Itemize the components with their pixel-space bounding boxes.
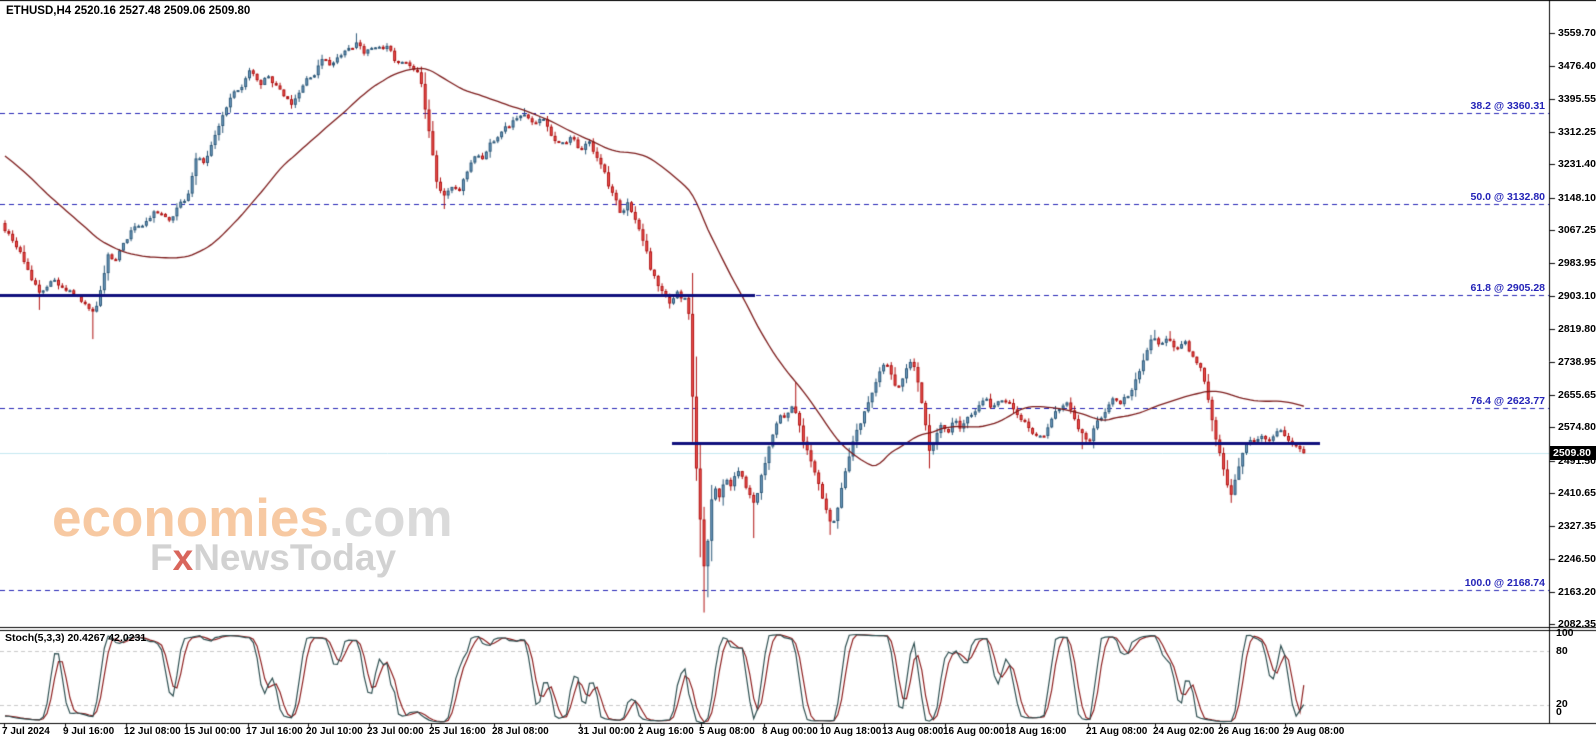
stoch-scale-label: 0 [1556,706,1562,718]
time-axis-label: 8 Aug 00:00 [762,726,818,737]
stoch-name: Stoch(5,3,3) [5,632,65,644]
time-axis-label: 12 Jul 08:00 [124,726,181,737]
fib-level-label: 76.4 @ 2623.77 [1470,394,1545,407]
time-axis-label: 25 Jul 16:00 [429,726,486,737]
fib-level-label: 100.0 @ 2168.74 [1464,576,1545,589]
price-axis-label: 2983.95 [1558,257,1596,270]
price-axis-label: 2327.35 [1558,520,1596,533]
price-axis-label: 3231.40 [1558,158,1596,171]
stoch-scale-label: 100 [1556,627,1574,639]
time-axis-label: 26 Aug 16:00 [1218,726,1280,737]
time-axis-label: 23 Jul 00:00 [367,726,424,737]
time-axis-label: 2 Aug 16:00 [638,726,694,737]
time-axis-label: 13 Aug 08:00 [882,726,944,737]
time-axis-label: 21 Aug 08:00 [1086,726,1148,737]
price-axis-label: 2082.35 [1558,618,1596,631]
fib-level-label: 61.8 @ 2905.28 [1470,281,1545,294]
price-axis-label: 3312.25 [1558,126,1596,139]
price-axis-label: 3148.10 [1558,191,1596,204]
time-axis-label: 24 Aug 02:00 [1153,726,1215,737]
time-axis-label: 15 Jul 00:00 [184,726,241,737]
time-axis-label: 16 Aug 00:00 [943,726,1005,737]
price-axis-label: 2410.65 [1558,486,1596,499]
time-axis-label: 17 Jul 16:00 [246,726,303,737]
time-axis-label: 28 Jul 08:00 [492,726,549,737]
stoch-values: 20.4267 42.0231 [67,632,147,644]
price-axis-label: 2574.80 [1558,421,1596,434]
price-axis-label: 2655.65 [1558,388,1596,401]
time-axis-label: 10 Aug 18:00 [820,726,882,737]
time-axis-label: 5 Aug 08:00 [699,726,755,737]
chart-title: ETHUSD,H4 2520.16 2527.48 2509.06 2509.8… [6,5,251,17]
time-axis-label: 9 Jul 16:00 [63,726,115,737]
time-axis-label: 7 Jul 2024 [2,726,50,737]
stoch-indicator-label: Stoch(5,3,3) 20.4267 42.0231 [5,632,146,644]
time-axis-label: 29 Aug 08:00 [1283,726,1345,737]
time-axis-label: 18 Aug 16:00 [1005,726,1067,737]
price-axis-label: 3395.55 [1558,92,1596,105]
price-axis-label: 2903.10 [1558,289,1596,302]
fib-level-label: 38.2 @ 3360.31 [1470,99,1545,112]
price-axis-label: 2819.80 [1558,323,1596,336]
stoch-scale-label: 20 [1556,698,1568,710]
time-axis-label: 20 Jul 10:00 [306,726,363,737]
price-axis-label: 3559.70 [1558,27,1596,39]
time-axis-label: 31 Jul 00:00 [578,726,635,737]
price-axis-label: 3067.25 [1558,224,1596,237]
current-price-badge: 2509.80 [1550,446,1596,461]
price-axis-label: 3476.40 [1558,60,1596,73]
stoch-scale-label: 80 [1556,645,1568,657]
price-axis-label: 2738.95 [1558,355,1596,368]
price-axis-label: 2163.20 [1558,586,1596,599]
fib-level-label: 50.0 @ 3132.80 [1470,190,1545,203]
price-axis-label: 2246.50 [1558,552,1596,565]
